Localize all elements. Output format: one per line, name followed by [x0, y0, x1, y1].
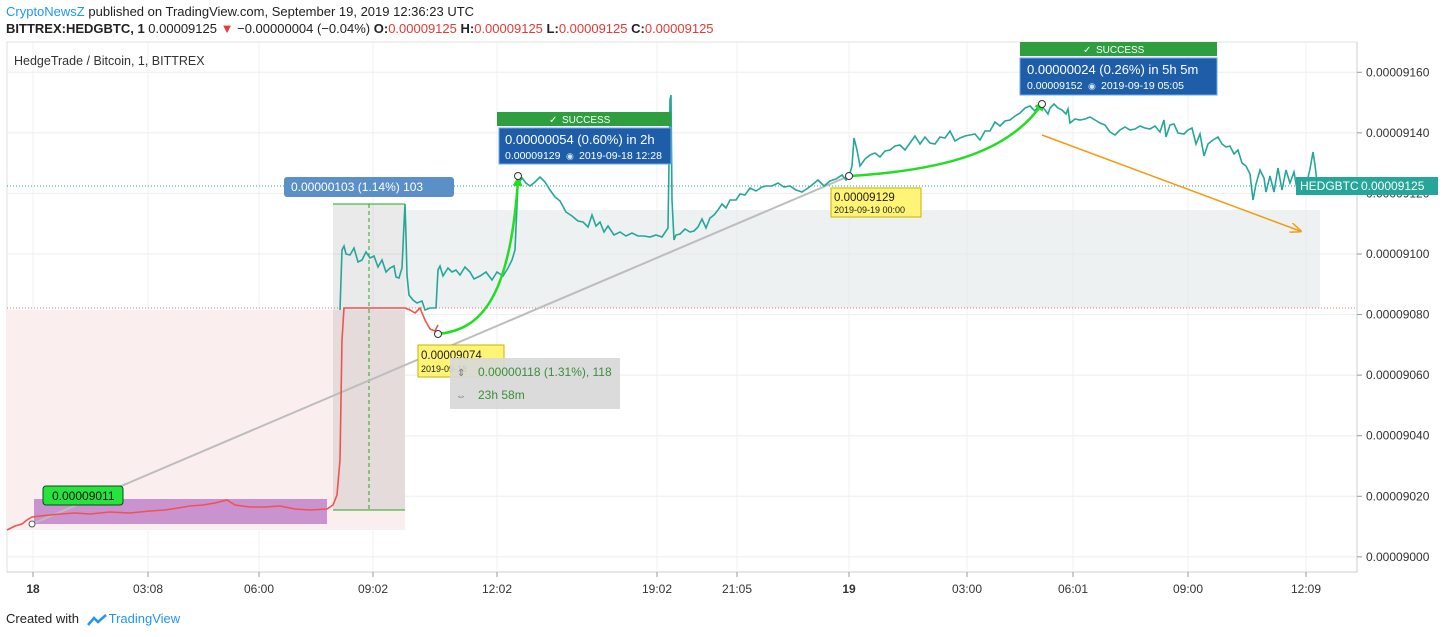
close-value: 0.00009125 [644, 21, 714, 36]
range-label-text: 0.00000103 (1.14%) 103 [291, 180, 423, 194]
success-text-2: SUCCESS [1096, 45, 1145, 56]
y-tick-label: 0.00009080 [1366, 308, 1430, 322]
start-price-label: 0.00009011 [42, 485, 124, 506]
time-axis[interactable]: 18 03:08 06:00 09:02 12:02 19:02 21:05 19 03:00 0… [26, 572, 1321, 596]
orange-arrow [1041, 134, 1300, 231]
point-peak-1 [514, 172, 522, 180]
callout-1: 0.00000054 (0.60%) in 2h 0.00009129 ◉ 20… [498, 127, 672, 165]
low-date-text: 2019-09-18 [421, 364, 467, 374]
price-line-up [339, 94, 1321, 312]
x-tick-label: 21:05 [722, 582, 752, 596]
range-label: 0.00000103 (1.14%) 103 [284, 177, 454, 197]
horizontal-measure-icon: ⇔ [456, 391, 466, 402]
measure-time-text: 23h 58m [478, 388, 525, 402]
clock-icon: ◉ [1088, 81, 1096, 91]
current-price-symbol: HEDGBTC [1300, 179, 1359, 193]
up-area-shade [405, 210, 1320, 308]
price-line-down [6, 306, 439, 531]
x-tick-label: 06:00 [244, 582, 274, 596]
y-tick-label: 0.00009160 [1366, 65, 1430, 79]
down-arrow-icon: ▼ [220, 21, 234, 36]
x-tick-label: 18 [26, 582, 40, 596]
success-text-1: SUCCESS [562, 115, 611, 126]
y-tick-label: 0.00009000 [1366, 550, 1430, 564]
publish-line: CryptoNewsZ published on TradingView.com… [6, 4, 474, 19]
point-mid [845, 172, 853, 180]
callout-1-date: 2019-09-18 12:28 [579, 150, 662, 162]
tradingview-link[interactable]: TradingView [108, 611, 181, 626]
check-icon: ✓ [549, 115, 557, 126]
close-label: C: [631, 21, 645, 36]
clock-icon: ◉ [566, 151, 574, 161]
mid-date-text: 2019-09-19 00:00 [834, 205, 905, 215]
measure-tooltip: ⇕ 0.00000118 (1.31%), 118 ⇔ 23h 58m [450, 358, 620, 409]
x-tick-label: 19 [842, 582, 856, 596]
vertical-measure-icon: ⇕ [457, 368, 465, 379]
last-price: 0.00009125 [148, 21, 217, 36]
down-area-shade [7, 310, 405, 530]
x-tick-label: 03:00 [952, 582, 982, 596]
point-peak-2 [1038, 100, 1046, 108]
point-low [434, 330, 442, 338]
success-badge-1: ✓ SUCCESS [497, 112, 671, 126]
check-icon: ✓ [1083, 45, 1091, 56]
y-tick-label: 0.00009020 [1366, 489, 1430, 503]
measure-change-text: 0.00000118 (1.31%), 118 [478, 365, 612, 379]
callout-1-main: 0.00000054 (0.60%) in 2h [505, 132, 655, 147]
x-tick-label: 09:02 [358, 582, 388, 596]
y-tick-label: 0.00009040 [1366, 429, 1430, 443]
created-with-text: Created with [6, 611, 79, 626]
y-tick-label: 0.00009100 [1366, 247, 1430, 261]
symbol-label: BITTREX:HEDGBTC, 1 [6, 21, 145, 36]
open-label: O: [373, 21, 389, 36]
point-start [28, 520, 36, 528]
chart-title: HedgeTrade / Bitcoin, 1, BITTREX [14, 54, 205, 68]
x-tick-label: 09:00 [1173, 582, 1203, 596]
x-tick-label: 03:08 [133, 582, 163, 596]
y-tick-label: 0.00009060 [1366, 368, 1430, 382]
callout-2-price: 0.00009152 [1027, 80, 1083, 92]
low-label: L: [546, 21, 559, 36]
open-value: 0.00009125 [388, 21, 457, 36]
callout-1-price: 0.00009129 [505, 150, 561, 162]
mid-price-text: 0.00009129 [834, 192, 895, 204]
high-value: 0.00009125 [474, 21, 543, 36]
tradingview-logo-icon [86, 613, 107, 626]
current-price-value: 0.00009125 [1361, 179, 1425, 193]
y-tick-label: 0.00009140 [1366, 126, 1430, 140]
mid-price-label: 0.00009129 2019-09-19 00:00 [830, 187, 922, 218]
price-chart[interactable]: 0.00009000 0.00009020 0.00009040 0.00009060… [0, 40, 1444, 602]
x-tick-label: 12:02 [482, 582, 512, 596]
ohlc-line: BITTREX:HEDGBTC, 1 0.00009125 ▼ −0.00000… [6, 21, 714, 36]
callout-2-main: 0.00000024 (0.26%) in 5h 5m [1027, 62, 1198, 77]
x-tick-label: 19:02 [642, 582, 672, 596]
change-value: −0.00000004 (−0.04%) [237, 21, 371, 36]
start-price-text: 0.00009011 [52, 489, 115, 503]
callout-2: 0.00000024 (0.26%) in 5h 5m 0.00009152 ◉… [1019, 57, 1218, 96]
callout-2-date: 2019-09-19 05:05 [1101, 80, 1184, 92]
current-price-tag: HEDGBTC 0.00009125 [1296, 177, 1438, 195]
low-value: 0.00009125 [558, 21, 628, 36]
green-arrow-1 [437, 176, 523, 336]
footer: Created with TradingView [6, 611, 180, 626]
x-tick-label: 12:09 [1291, 582, 1321, 596]
published-text: published on TradingView.com, September … [88, 4, 475, 19]
x-tick-label: 06:01 [1058, 582, 1088, 596]
brand-link[interactable]: CryptoNewsZ [6, 4, 85, 19]
success-badge-2: ✓ SUCCESS [1020, 42, 1217, 56]
high-label: H: [460, 21, 475, 36]
green-arrow-2 [848, 100, 1045, 178]
